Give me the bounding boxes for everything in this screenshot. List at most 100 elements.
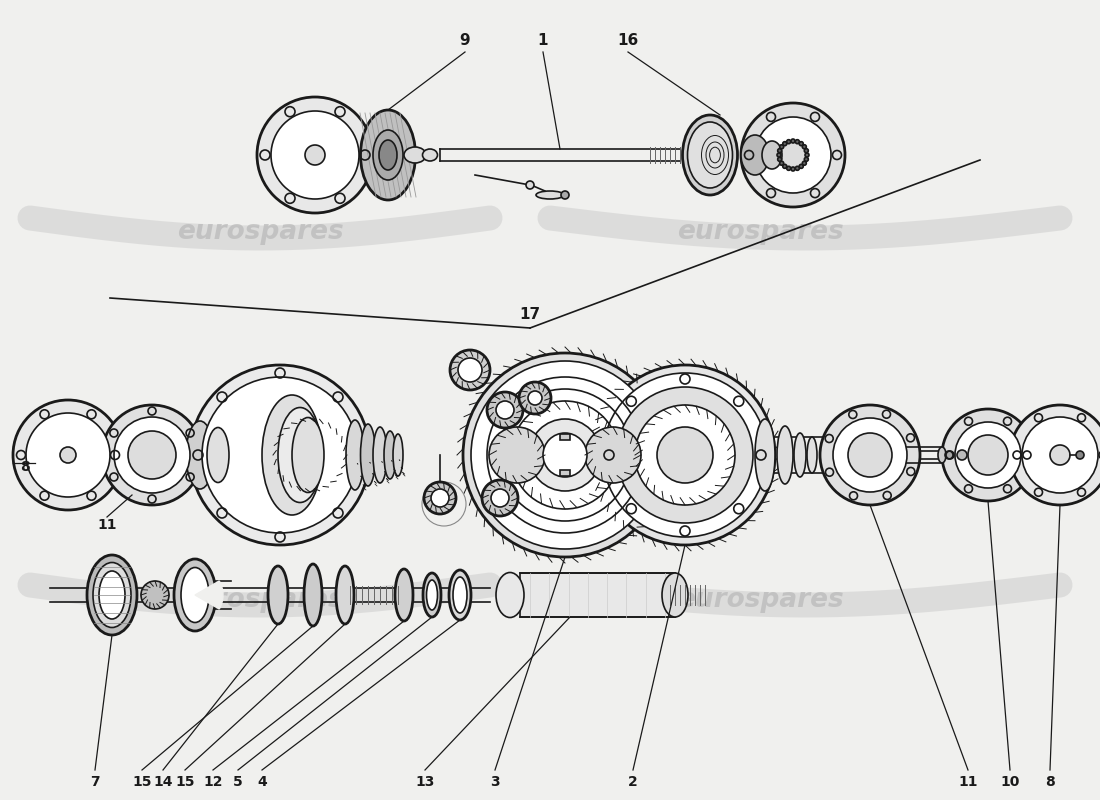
Ellipse shape (182, 567, 209, 622)
Circle shape (968, 435, 1008, 475)
Circle shape (778, 149, 782, 153)
Ellipse shape (268, 566, 288, 624)
Circle shape (202, 377, 358, 533)
Circle shape (190, 365, 370, 545)
Circle shape (595, 365, 776, 545)
Ellipse shape (496, 573, 524, 618)
Circle shape (257, 97, 373, 213)
Circle shape (603, 373, 767, 537)
Ellipse shape (207, 427, 229, 482)
Circle shape (1022, 417, 1098, 493)
Circle shape (114, 417, 190, 493)
Circle shape (800, 142, 803, 146)
Circle shape (463, 353, 667, 557)
Circle shape (561, 191, 569, 199)
Ellipse shape (794, 433, 806, 477)
Text: 1: 1 (538, 33, 548, 48)
Circle shape (1010, 405, 1100, 505)
Circle shape (13, 400, 123, 510)
Text: 5: 5 (233, 775, 243, 789)
Ellipse shape (762, 141, 782, 169)
Ellipse shape (395, 569, 412, 621)
Ellipse shape (427, 580, 438, 610)
Circle shape (791, 167, 795, 171)
Ellipse shape (94, 562, 131, 627)
Circle shape (305, 145, 324, 165)
Text: 11: 11 (958, 775, 978, 789)
Ellipse shape (174, 559, 216, 631)
Circle shape (741, 103, 845, 207)
Ellipse shape (292, 418, 324, 493)
Circle shape (786, 140, 791, 144)
Circle shape (820, 405, 920, 505)
Circle shape (60, 447, 76, 463)
Circle shape (777, 153, 781, 157)
Circle shape (1076, 451, 1084, 459)
Circle shape (802, 162, 806, 166)
Text: 15: 15 (132, 775, 152, 789)
Text: 14: 14 (153, 775, 173, 789)
Circle shape (1050, 445, 1070, 465)
Circle shape (778, 158, 782, 162)
Ellipse shape (384, 431, 396, 479)
Bar (560, 470, 570, 476)
Text: 4: 4 (257, 775, 267, 789)
Text: 15: 15 (175, 775, 195, 789)
Ellipse shape (186, 421, 214, 489)
Wedge shape (195, 581, 223, 609)
Text: 16: 16 (617, 33, 639, 48)
Ellipse shape (393, 434, 403, 476)
Ellipse shape (938, 447, 946, 463)
Circle shape (779, 141, 807, 169)
Ellipse shape (449, 570, 471, 620)
Circle shape (848, 433, 892, 477)
Bar (560, 434, 570, 440)
Circle shape (424, 482, 456, 514)
Circle shape (946, 451, 954, 459)
Circle shape (786, 166, 791, 170)
Bar (520, 573, 675, 617)
Circle shape (519, 382, 551, 414)
Text: 11: 11 (97, 518, 117, 532)
Circle shape (543, 433, 587, 477)
Circle shape (657, 427, 713, 483)
Ellipse shape (526, 181, 534, 189)
Ellipse shape (361, 110, 416, 200)
Ellipse shape (453, 577, 468, 613)
Ellipse shape (777, 426, 793, 484)
Ellipse shape (755, 419, 775, 491)
Text: eurospares: eurospares (676, 219, 844, 245)
Circle shape (617, 387, 754, 523)
Circle shape (128, 431, 176, 479)
Circle shape (431, 489, 449, 507)
Circle shape (942, 409, 1034, 501)
Circle shape (528, 391, 542, 405)
Circle shape (755, 117, 830, 193)
Circle shape (783, 164, 786, 168)
Circle shape (26, 413, 110, 497)
Circle shape (585, 427, 641, 483)
Circle shape (780, 145, 783, 149)
Text: 12: 12 (204, 775, 222, 789)
Ellipse shape (662, 573, 688, 617)
Ellipse shape (424, 573, 441, 617)
Ellipse shape (807, 437, 817, 473)
Ellipse shape (688, 122, 733, 188)
Circle shape (780, 162, 783, 166)
Text: 13: 13 (416, 775, 434, 789)
Text: eurospares: eurospares (177, 587, 343, 613)
Circle shape (795, 166, 800, 170)
Circle shape (271, 111, 359, 199)
Ellipse shape (373, 427, 387, 483)
Text: 10: 10 (1000, 775, 1020, 789)
Circle shape (471, 361, 659, 549)
Circle shape (102, 405, 202, 505)
Ellipse shape (361, 424, 375, 486)
Circle shape (482, 480, 518, 516)
Circle shape (955, 422, 1021, 488)
Circle shape (529, 419, 601, 491)
Circle shape (791, 139, 795, 143)
Circle shape (795, 140, 800, 144)
Circle shape (490, 427, 544, 483)
Text: 17: 17 (519, 307, 540, 322)
